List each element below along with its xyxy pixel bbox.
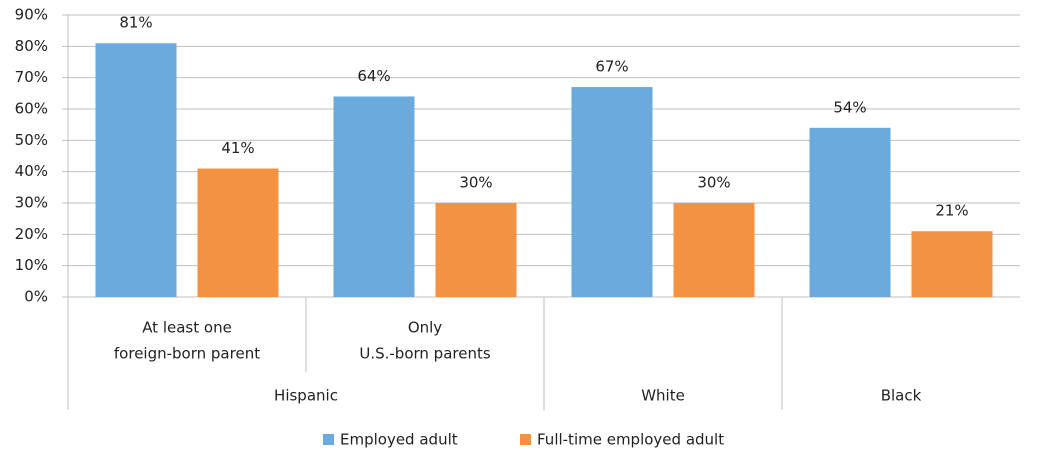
bar (809, 127, 891, 297)
legend-swatch (520, 434, 531, 445)
bar (333, 96, 415, 297)
data-label: 54% (833, 98, 866, 116)
x-tick-label: U.S.-born parents (359, 345, 490, 363)
x-tick-label: Only (408, 319, 442, 337)
bar (911, 231, 993, 297)
legend-swatch (323, 434, 334, 445)
y-tick-label: 40% (15, 162, 48, 180)
y-tick-label: 20% (15, 225, 48, 243)
data-label: 21% (935, 202, 968, 220)
x-tick-label: At least one (142, 319, 232, 337)
bar (95, 43, 177, 298)
x-tick-label: foreign-born parent (114, 345, 260, 363)
data-label: 67% (595, 58, 628, 76)
data-label: 81% (119, 14, 152, 32)
bar (673, 203, 755, 297)
data-label: 41% (221, 139, 254, 157)
group-label: Hispanic (274, 387, 338, 405)
y-tick-label: 50% (15, 131, 48, 149)
bar (197, 168, 279, 297)
legend-label: Full-time employed adult (537, 431, 724, 449)
y-tick-label: 10% (15, 256, 48, 274)
group-label: White (641, 387, 685, 405)
data-label: 30% (697, 174, 730, 192)
y-tick-label: 90% (15, 6, 48, 24)
bar (571, 87, 653, 297)
bar (435, 203, 517, 297)
y-tick-label: 70% (15, 68, 48, 86)
group-label: Black (881, 387, 922, 405)
y-tick-label: 30% (15, 194, 48, 212)
y-tick-label: 0% (24, 288, 48, 306)
data-label: 30% (459, 174, 492, 192)
y-tick-label: 60% (15, 100, 48, 118)
data-label: 64% (357, 67, 390, 85)
y-tick-label: 80% (15, 37, 48, 55)
legend-label: Employed adult (340, 431, 458, 449)
